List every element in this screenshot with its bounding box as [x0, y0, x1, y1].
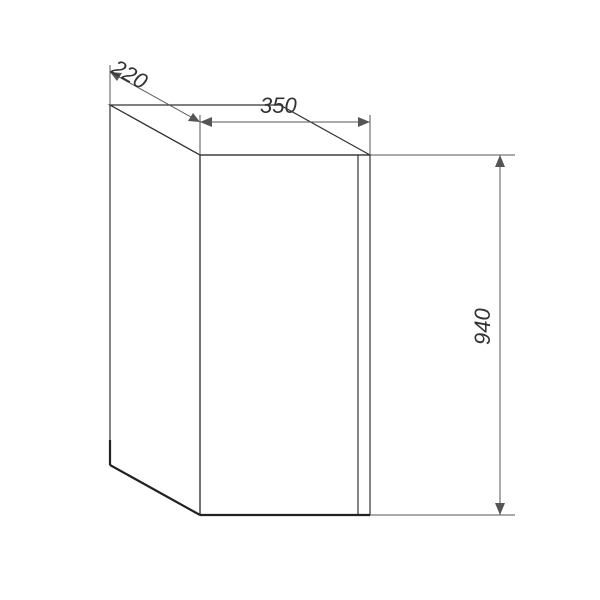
- width-arrow-right: [358, 117, 370, 127]
- depth-arrow-right: [188, 113, 200, 122]
- height-arrow-top: [495, 155, 505, 167]
- cabinet-top-face: [110, 105, 370, 155]
- height-label: 940: [470, 308, 495, 345]
- cabinet-bottom-left-edge: [110, 465, 200, 515]
- cabinet-dimension-drawing: 220 350 940: [0, 0, 600, 600]
- cabinet-front-face: [200, 155, 370, 515]
- cabinet-side-face: [110, 105, 200, 515]
- height-arrow-bottom: [495, 503, 505, 515]
- width-arrow-left: [200, 117, 212, 127]
- width-label: 350: [260, 93, 297, 118]
- depth-label: 220: [107, 54, 153, 95]
